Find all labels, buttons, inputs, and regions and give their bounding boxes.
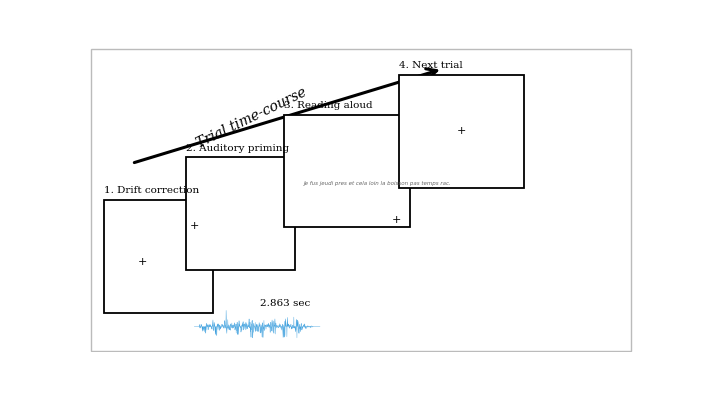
Bar — [104, 200, 213, 313]
Bar — [186, 157, 296, 270]
Text: +: + — [392, 215, 401, 225]
Text: 2.863 sec: 2.863 sec — [260, 299, 310, 308]
Text: 4. Next trial: 4. Next trial — [399, 61, 463, 70]
FancyBboxPatch shape — [91, 49, 631, 351]
Bar — [399, 75, 524, 188]
Text: 3. Reading aloud: 3. Reading aloud — [284, 101, 373, 110]
Text: Je fus jeudi pres et cela loin la boisson pas temps rac.: Je fus jeudi pres et cela loin la boisso… — [303, 181, 451, 186]
Text: +: + — [138, 257, 147, 267]
Text: Trial time-course: Trial time-course — [194, 85, 309, 150]
Text: +: + — [189, 221, 199, 231]
Text: 2. Auditory priming: 2. Auditory priming — [186, 144, 289, 153]
Text: +: + — [456, 126, 466, 136]
Text: 1. Drift correction: 1. Drift correction — [104, 187, 200, 195]
Bar — [284, 114, 410, 227]
